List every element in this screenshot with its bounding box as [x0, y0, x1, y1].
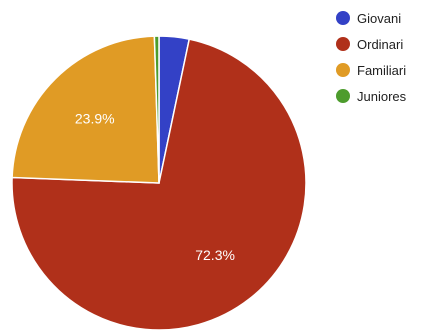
- legend-item-giovani[interactable]: Giovani: [336, 11, 401, 26]
- pie-data-labels: 72.3% 23.9%: [75, 110, 235, 262]
- pie-slice-familiari[interactable]: [11, 35, 160, 184]
- data-label-ordinari: 72.3%: [195, 247, 235, 263]
- legend-item-juniores[interactable]: Juniores: [336, 89, 407, 104]
- legend-swatch-ordinari: [336, 37, 350, 51]
- legend-swatch-juniores: [336, 89, 350, 103]
- legend-swatch-giovani: [336, 11, 350, 25]
- legend-label-familiari: Familiari: [357, 63, 406, 78]
- legend-swatch-familiari: [336, 63, 350, 77]
- legend-label-juniores: Juniores: [357, 89, 407, 104]
- pie-slice-ordinari[interactable]: [11, 38, 307, 331]
- legend-item-ordinari[interactable]: Ordinari: [336, 37, 403, 52]
- pie-slice-juniores[interactable]: [153, 35, 160, 184]
- data-label-familiari: 23.9%: [75, 110, 115, 126]
- legend: Giovani Ordinari Familiari Juniores: [336, 11, 407, 104]
- pie-slices: [11, 35, 307, 331]
- legend-label-giovani: Giovani: [357, 11, 401, 26]
- legend-label-ordinari: Ordinari: [357, 37, 403, 52]
- legend-item-familiari[interactable]: Familiari: [336, 63, 406, 78]
